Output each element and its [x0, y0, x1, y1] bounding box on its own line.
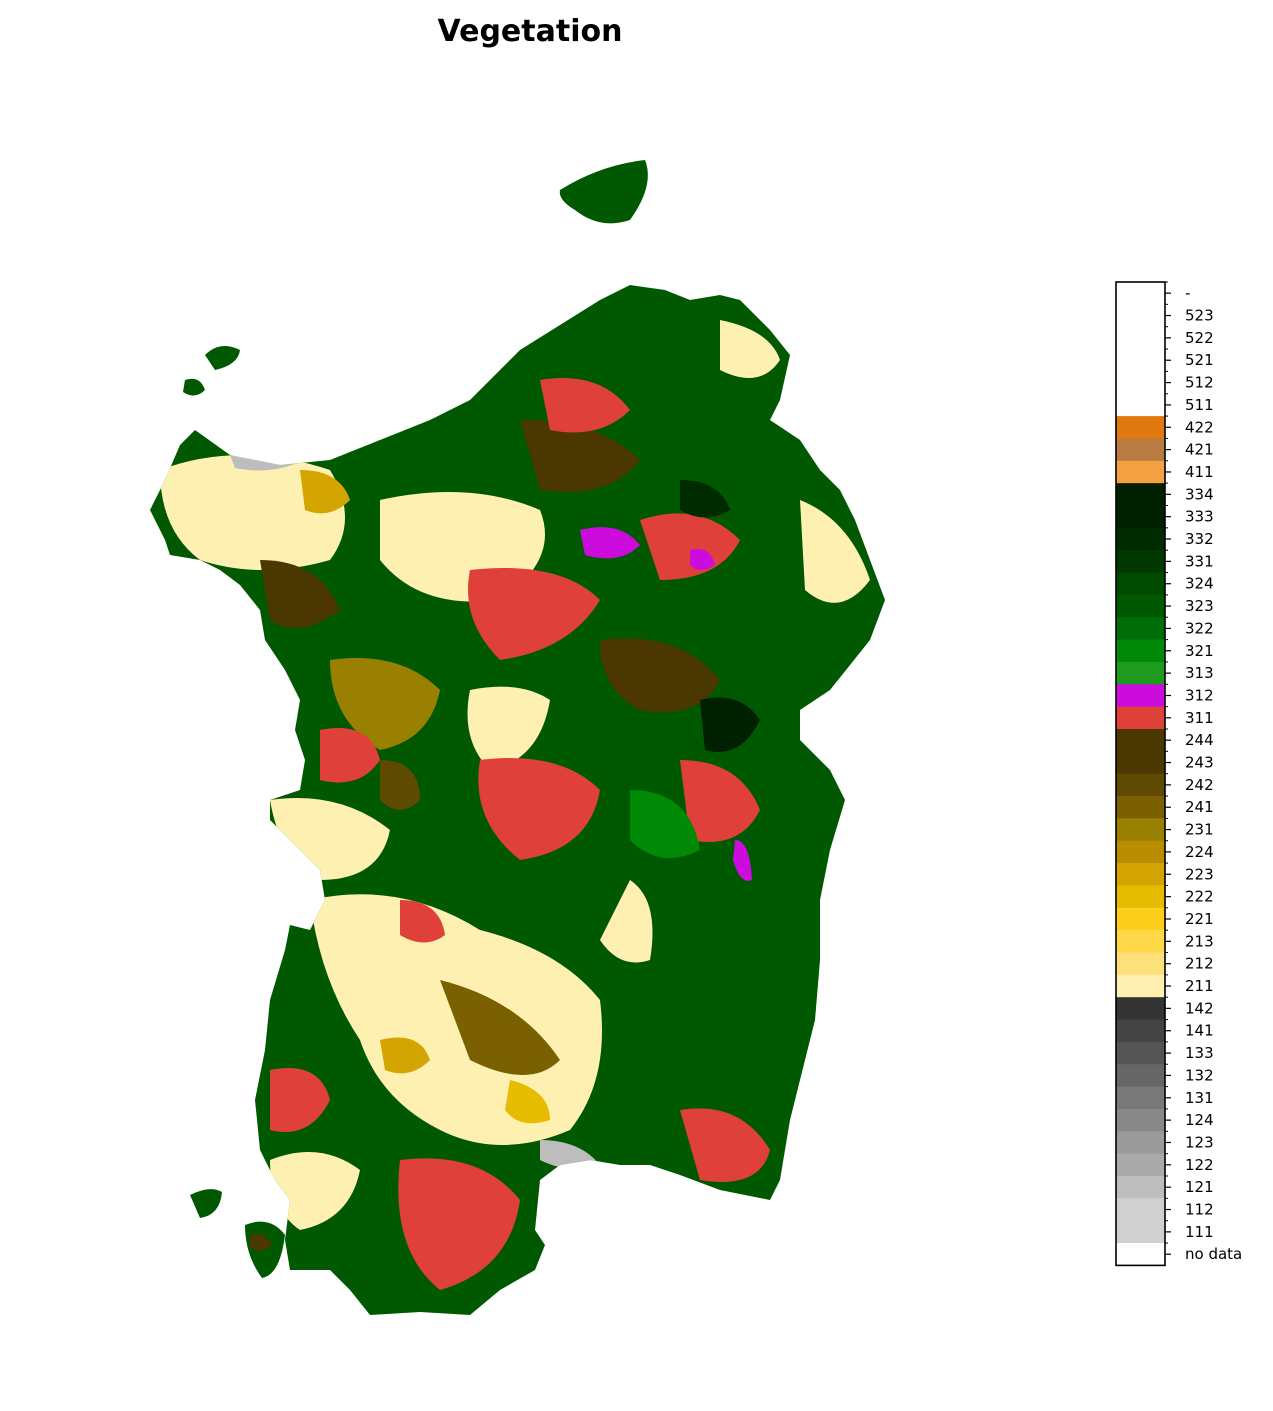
- legend-label: 521: [1185, 351, 1214, 369]
- legend-swatch: [1116, 1153, 1165, 1177]
- legend-swatch: [1116, 483, 1165, 506]
- legend-label: 111: [1185, 1223, 1214, 1241]
- legend-swatch: [1116, 1176, 1165, 1199]
- legend-label: 422: [1185, 418, 1214, 436]
- legend-swatch: [1116, 818, 1165, 842]
- legend-swatch: [1116, 438, 1165, 462]
- legend-label: 224: [1185, 843, 1214, 861]
- legend-swatch: [1116, 840, 1165, 864]
- legend-swatch: [1116, 617, 1165, 641]
- legend-swatch: [1116, 684, 1165, 708]
- legend-swatch: [1116, 863, 1165, 886]
- legend-label: 123: [1185, 1133, 1214, 1151]
- legend-label: 321: [1185, 642, 1214, 660]
- legend-swatch: [1116, 751, 1165, 775]
- legend-label: 244: [1185, 731, 1214, 749]
- legend-label: -: [1185, 284, 1190, 302]
- legend-label: 141: [1185, 1022, 1214, 1040]
- legend-swatch: [1116, 572, 1165, 596]
- legend-swatch: [1116, 304, 1165, 328]
- legend-swatch: [1116, 1041, 1165, 1065]
- legend-label: 121: [1185, 1178, 1214, 1196]
- legend-label: 212: [1185, 955, 1214, 973]
- legend-swatch: [1116, 952, 1165, 976]
- legend-swatch: [1116, 1064, 1165, 1088]
- legend-label: 221: [1185, 910, 1214, 928]
- legend-swatch: [1116, 729, 1165, 752]
- legend-swatch: [1116, 930, 1165, 953]
- legend-swatch: [1116, 974, 1165, 998]
- legend-swatch: [1116, 796, 1165, 819]
- legend-label: 332: [1185, 530, 1214, 548]
- legend-label: 313: [1185, 664, 1214, 682]
- legend-label: 322: [1185, 619, 1214, 637]
- legend-frame: [1115, 281, 1166, 1267]
- legend-swatch: [1116, 594, 1165, 618]
- legend-label: 133: [1185, 1044, 1214, 1062]
- legend-swatch: [1116, 1086, 1165, 1110]
- legend-label: 334: [1185, 485, 1214, 503]
- legend-swatch: [1116, 282, 1165, 305]
- legend-swatch: [1116, 706, 1165, 730]
- legend-label: 421: [1185, 441, 1214, 459]
- legend-label: 223: [1185, 865, 1214, 883]
- legend-swatch: [1116, 997, 1165, 1021]
- map-title: Vegetation: [437, 14, 623, 49]
- legend-label: 324: [1185, 575, 1214, 593]
- legend-swatch: [1116, 371, 1165, 395]
- legend-label: 131: [1185, 1089, 1214, 1107]
- legend-label: 222: [1185, 888, 1214, 906]
- legend-swatch: [1116, 773, 1165, 797]
- legend-swatch: [1116, 1198, 1165, 1222]
- legend-swatch: [1116, 550, 1165, 574]
- legend-label: 124: [1185, 1111, 1214, 1129]
- legend-label: 333: [1185, 508, 1214, 526]
- legend-label: 132: [1185, 1066, 1214, 1084]
- legend-swatch: [1116, 639, 1165, 663]
- legend-swatch: [1116, 1131, 1165, 1155]
- legend-label: 331: [1185, 552, 1214, 570]
- legend-label: 211: [1185, 977, 1214, 995]
- legend-swatch: [1116, 1243, 1165, 1266]
- legend-label: 241: [1185, 798, 1214, 816]
- legend-label: 512: [1185, 374, 1214, 392]
- legend-label: 511: [1185, 396, 1214, 414]
- legend-swatch: [1116, 349, 1165, 372]
- legend-swatch: [1116, 661, 1165, 685]
- legend-swatch: [1116, 1019, 1165, 1043]
- legend-label: 522: [1185, 329, 1214, 347]
- legend-swatch: [1116, 416, 1165, 439]
- legend-swatch: [1116, 393, 1165, 417]
- legend-label: no data: [1185, 1245, 1242, 1263]
- legend-swatch: [1116, 505, 1165, 529]
- legend-swatch: [1116, 885, 1165, 909]
- legend-label: 243: [1185, 754, 1214, 772]
- legend-label: 311: [1185, 709, 1214, 727]
- legend-swatch: [1116, 1220, 1165, 1244]
- legend-label: 523: [1185, 307, 1214, 325]
- legend-label: 312: [1185, 686, 1214, 704]
- legend-label: 122: [1185, 1156, 1214, 1174]
- legend-swatch: [1116, 527, 1165, 551]
- legend-swatch: [1116, 1108, 1165, 1132]
- color-legend: - 523 522 521 512 511 422 421 411 334 333 332 331 324…: [1115, 281, 1242, 1267]
- legend-swatch: [1116, 326, 1165, 350]
- legend-label: 411: [1185, 463, 1214, 481]
- legend-label: 242: [1185, 776, 1214, 794]
- legend-label: 231: [1185, 821, 1214, 839]
- legend-swatch: [1116, 907, 1165, 931]
- legend-label: 142: [1185, 999, 1214, 1017]
- legend-label: 323: [1185, 597, 1214, 615]
- legend-label: 112: [1185, 1201, 1214, 1219]
- legend-label: 213: [1185, 932, 1214, 950]
- legend-swatch: [1116, 460, 1165, 484]
